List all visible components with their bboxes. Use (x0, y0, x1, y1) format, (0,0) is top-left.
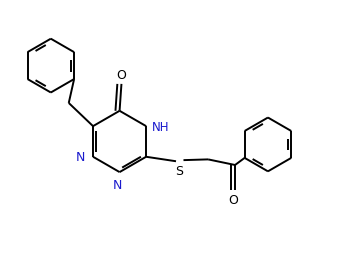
Text: N: N (76, 151, 85, 164)
Text: O: O (116, 69, 126, 82)
Text: NH: NH (152, 120, 169, 133)
Text: S: S (175, 165, 183, 178)
Text: N: N (113, 179, 122, 192)
Text: O: O (228, 194, 238, 207)
